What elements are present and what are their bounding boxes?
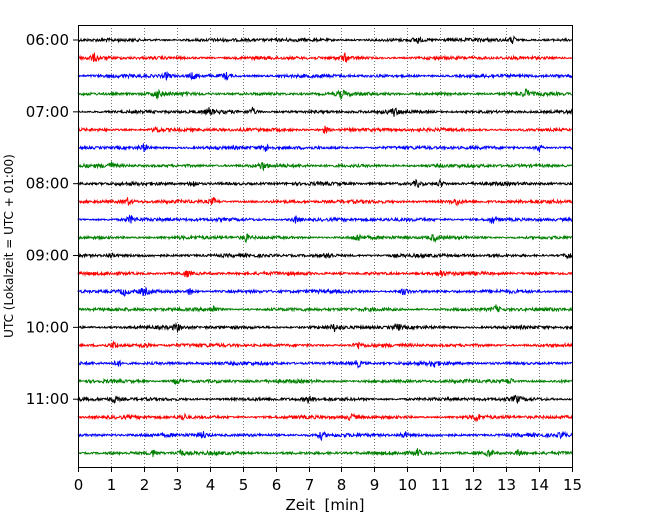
trace-1115 [77, 412, 573, 423]
x-tick-label: 10 [398, 476, 417, 494]
y-tick-label: 07:00 [26, 103, 69, 121]
trace-0815 [77, 197, 573, 207]
trace-0645 [77, 88, 573, 101]
x-tick-label: 2 [140, 476, 150, 494]
trace-0830 [77, 214, 573, 225]
y-axis: 06:00 07:00 08:00 09:00 10:00 11:00 [26, 31, 78, 408]
trace-1145 [77, 448, 573, 458]
trace-0900 [77, 252, 573, 260]
trace-0930 [77, 286, 573, 297]
x-tick-label: 7 [305, 476, 315, 494]
trace-0945 [77, 304, 573, 313]
y-tick-label: 08:00 [26, 175, 69, 193]
trace-0915 [77, 269, 573, 279]
trace-0615 [77, 52, 573, 64]
plot-frame [78, 25, 573, 468]
trace-0730 [77, 143, 573, 154]
trace-1000 [77, 322, 573, 334]
trace-0630 [77, 71, 573, 81]
trace-1100 [77, 394, 573, 405]
trace-1015 [77, 340, 573, 350]
trace-1130 [77, 430, 573, 442]
trace-0600 [77, 35, 573, 45]
y-tick-label: 09:00 [26, 247, 69, 265]
trace-1030 [77, 359, 573, 369]
y-tick-label: 06:00 [26, 31, 69, 49]
x-tick-label: 11 [431, 476, 450, 494]
trace-0745 [77, 161, 573, 172]
x-tick-label: 13 [497, 476, 516, 494]
y-tick-label: 11:00 [26, 390, 69, 408]
trace-0715 [77, 125, 573, 135]
x-tick-label: 5 [239, 476, 249, 494]
x-tick-label: 8 [337, 476, 347, 494]
x-tick-label: 3 [173, 476, 183, 494]
seismic-traces [77, 35, 573, 458]
x-tick-label: 15 [563, 476, 582, 494]
x-tick-label: 0 [74, 476, 84, 494]
trace-0800 [77, 177, 573, 188]
x-tick-label: 1 [107, 476, 117, 494]
x-tick-label: 6 [272, 476, 282, 494]
x-axis-label: Zeit [min] [285, 496, 364, 514]
x-tick-label: 14 [530, 476, 549, 494]
x-tick-label: 9 [370, 476, 380, 494]
trace-0845 [77, 233, 573, 244]
trace-1045 [77, 377, 573, 385]
y-axis-label: UTC (Lokalzeit = UTC + 01:00) [2, 154, 16, 338]
trace-0700 [77, 106, 573, 117]
x-tick-label: 4 [206, 476, 216, 494]
y-tick-label: 10:00 [26, 318, 69, 336]
x-tick-label: 12 [464, 476, 483, 494]
x-axis: 0 1 2 3 4 5 6 7 8 9 10 11 12 13 14 15 [74, 467, 582, 494]
